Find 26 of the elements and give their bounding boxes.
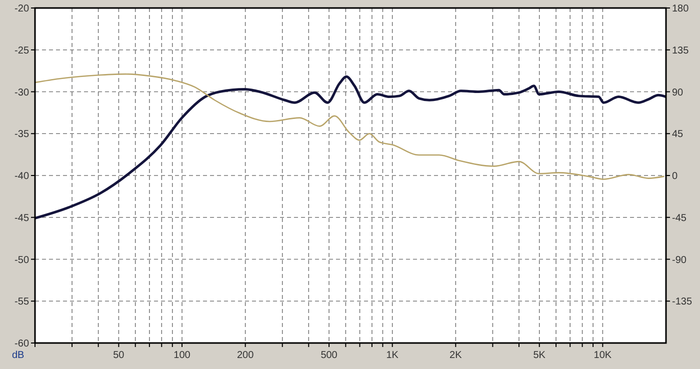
x-tick-label: 2K [450, 350, 462, 361]
y-tick-label: -30 [14, 87, 30, 98]
y-tick-label: -20 [14, 4, 30, 14]
y2-tick-label: -45 [672, 212, 687, 224]
y2-tick-label: -135 [672, 296, 692, 308]
y-tick-label: -50 [14, 254, 30, 266]
y-tick-label: -55 [14, 296, 30, 308]
y-tick-label: -25 [14, 45, 30, 56]
y2-tick-label: 0 [672, 171, 678, 182]
y2-tick-label: 180 [672, 4, 690, 14]
y2-tick-label: 135 [672, 45, 690, 56]
x-tick-label: 200 [236, 350, 254, 361]
x-tick-label: 1K [386, 350, 399, 361]
y-tick-label: -40 [14, 171, 30, 182]
x-tick-label: 500 [320, 350, 338, 361]
x-tick-label: 50 [113, 350, 125, 361]
y-tick-label: -60 [14, 338, 30, 350]
x-tick-label: 5K [533, 350, 546, 361]
y-tick-label: -45 [14, 212, 30, 224]
x-tick-label: 10K [594, 350, 612, 361]
x-tick-label: 100 [174, 350, 191, 361]
y2-tick-label: -90 [672, 254, 687, 266]
y-axis-title: dB [12, 350, 25, 361]
y2-tick-label: 90 [672, 87, 684, 98]
y-tick-label: -35 [14, 129, 30, 140]
y2-tick-label: 45 [672, 129, 684, 140]
